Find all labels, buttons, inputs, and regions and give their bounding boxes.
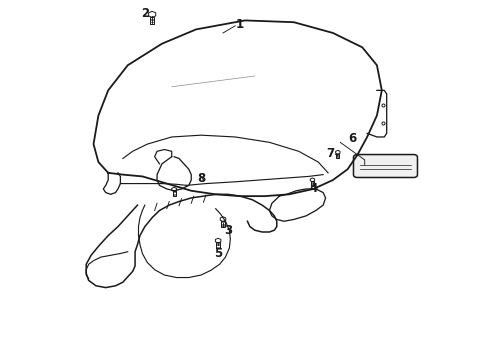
Text: 5: 5 (214, 247, 222, 260)
Bar (172, 191, 176, 196)
Text: 3: 3 (224, 224, 232, 237)
Text: 8: 8 (197, 172, 205, 185)
Text: 6: 6 (348, 132, 357, 145)
Bar (311, 181, 314, 186)
Text: 2: 2 (141, 7, 149, 20)
Text: 7: 7 (326, 147, 335, 159)
Bar (150, 17, 154, 24)
FancyBboxPatch shape (353, 154, 417, 177)
Bar (337, 154, 339, 158)
Text: 1: 1 (236, 18, 244, 31)
Bar (217, 242, 220, 248)
Text: 4: 4 (309, 183, 318, 195)
Bar (221, 221, 225, 226)
